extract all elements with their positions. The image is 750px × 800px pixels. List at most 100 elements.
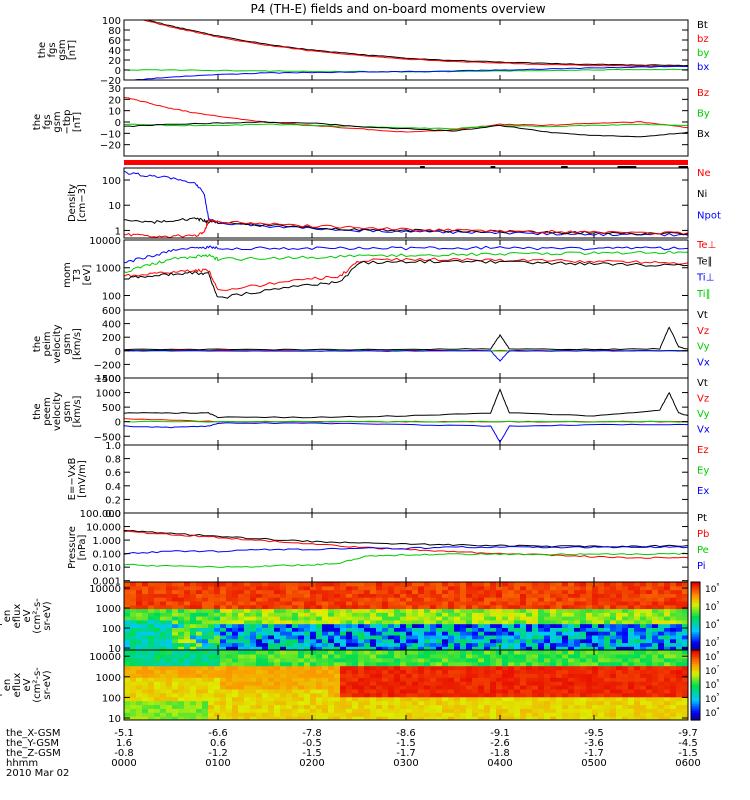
spectrogram-cell bbox=[664, 589, 671, 594]
spectrogram-cell bbox=[352, 673, 359, 678]
spectrogram-cell bbox=[652, 650, 659, 655]
spectrogram-cell bbox=[424, 608, 431, 613]
spectrogram-cell bbox=[592, 704, 599, 709]
spectrogram-cell bbox=[502, 642, 509, 647]
spectrogram-cell bbox=[490, 669, 497, 674]
spectrogram-cell bbox=[262, 582, 269, 587]
spectrogram-cell bbox=[220, 593, 227, 598]
spectrogram-cell bbox=[604, 673, 611, 678]
spectrogram-cell bbox=[166, 688, 173, 694]
spectrogram-cell bbox=[340, 608, 347, 613]
spectrogram-cell bbox=[316, 708, 323, 713]
colorbar-cell bbox=[691, 584, 700, 588]
spectrogram-cell bbox=[376, 685, 383, 690]
spectrogram-cell bbox=[154, 653, 161, 659]
colorbar-cell bbox=[691, 654, 700, 658]
spectrogram-cell bbox=[310, 631, 317, 636]
spectrogram-cell bbox=[592, 600, 599, 606]
spectrogram-cell bbox=[166, 677, 173, 682]
spectrogram-cell bbox=[658, 657, 665, 663]
spectrogram-cell bbox=[274, 716, 281, 720]
spectrogram-cell bbox=[508, 608, 515, 613]
spectrogram-cell bbox=[166, 708, 173, 713]
spectrogram-cell bbox=[610, 657, 617, 663]
spectrogram-cell bbox=[400, 585, 407, 591]
spectrogram-cell bbox=[124, 704, 131, 709]
spectrogram-cell bbox=[244, 638, 251, 644]
spectrogram-cell bbox=[436, 589, 443, 594]
spectrogram-cell bbox=[256, 716, 263, 720]
spectrogram-cell bbox=[172, 619, 179, 625]
spectrogram-cell bbox=[532, 638, 539, 644]
spectrogram-cell bbox=[466, 646, 473, 650]
spectrogram-cell bbox=[430, 593, 437, 598]
spectrogram-cell bbox=[382, 612, 389, 617]
spectrogram-cell bbox=[298, 700, 305, 706]
spectrogram-cell bbox=[382, 696, 389, 702]
spectrogram-cell bbox=[508, 700, 515, 706]
spectrogram-cell bbox=[358, 589, 365, 594]
spectrogram-cell bbox=[610, 688, 617, 694]
spectrogram-cell bbox=[514, 681, 521, 686]
spectrogram-cell bbox=[556, 661, 563, 667]
spectrogram-cell bbox=[358, 712, 365, 717]
bottom-tick-label: -1.7 bbox=[396, 748, 416, 759]
spectrogram-cell bbox=[598, 708, 605, 713]
spectrogram-cell bbox=[496, 673, 503, 678]
spectrogram-cell bbox=[586, 688, 593, 694]
spectrogram-cell bbox=[358, 700, 365, 706]
spectrogram-cell bbox=[646, 627, 653, 632]
spectrogram-cell bbox=[286, 619, 293, 625]
spectrogram-cell bbox=[574, 612, 581, 617]
spectrogram-cell bbox=[364, 585, 371, 591]
bottom-tick-label: 0500 bbox=[581, 758, 606, 769]
spectrogram-cell bbox=[160, 638, 167, 644]
spectrogram-cell bbox=[340, 716, 347, 720]
spectrogram-cell bbox=[418, 597, 425, 602]
y-axis-label-line: gsm bbox=[57, 39, 68, 60]
spectrogram-cell bbox=[232, 696, 239, 702]
spectrogram-cell bbox=[664, 661, 671, 667]
spectrogram-cell bbox=[262, 673, 269, 678]
spectrogram-cell bbox=[130, 642, 137, 647]
spectrogram-cell bbox=[250, 708, 257, 713]
spectrogram-cell bbox=[292, 634, 299, 640]
spectrogram-cell bbox=[622, 597, 629, 602]
spectrogram-cell bbox=[616, 688, 623, 694]
spectrogram-cell bbox=[394, 653, 401, 659]
spectrogram-cell bbox=[280, 657, 287, 663]
spectrogram-cell bbox=[604, 619, 611, 625]
spectrogram-cell bbox=[574, 681, 581, 686]
spectrogram-cell bbox=[580, 627, 587, 632]
spectrogram-cell bbox=[418, 627, 425, 632]
spectrogram-cell bbox=[532, 681, 539, 686]
spectrogram-cell bbox=[406, 661, 413, 667]
spectrogram-cell bbox=[382, 642, 389, 647]
spectrogram-cell bbox=[310, 585, 317, 591]
spectrogram-cell bbox=[472, 653, 479, 659]
spectrogram-cell bbox=[586, 589, 593, 594]
spectrogram-cell bbox=[148, 593, 155, 598]
spectrogram-cell bbox=[550, 589, 557, 594]
spectrogram-cell bbox=[334, 657, 341, 663]
spectrogram-cell bbox=[412, 708, 419, 713]
spectrogram-cell bbox=[682, 657, 688, 663]
spectrogram-cell bbox=[550, 708, 557, 713]
spectrogram-cell bbox=[670, 585, 677, 591]
spectrogram-cell bbox=[382, 589, 389, 594]
spectrogram-cell bbox=[514, 650, 521, 655]
spectrogram-cell bbox=[556, 716, 563, 720]
spectrogram-cell bbox=[298, 665, 305, 671]
spectrogram-cell bbox=[568, 650, 575, 655]
spectrogram-cell bbox=[334, 669, 341, 674]
spectrogram-cell bbox=[592, 653, 599, 659]
spectrogram-cell bbox=[682, 608, 688, 613]
spectrogram-cell bbox=[568, 716, 575, 720]
spectrogram-cell bbox=[592, 685, 599, 690]
spectrogram-cell bbox=[322, 704, 329, 709]
spectrogram-cell bbox=[418, 585, 425, 591]
spectrogram-cell bbox=[532, 582, 539, 587]
spectrogram-cell bbox=[658, 681, 665, 686]
spectrogram-cell bbox=[244, 669, 251, 674]
